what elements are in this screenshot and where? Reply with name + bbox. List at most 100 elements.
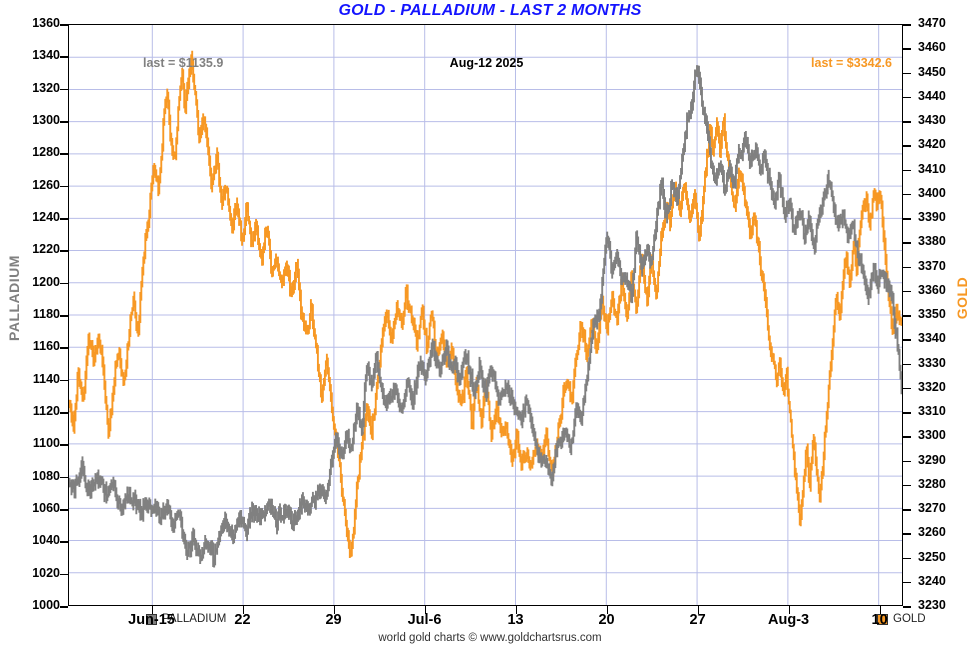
y-axis-right-tick-label: 3270 [918, 501, 946, 515]
y-axis-left-tick-label: 1220 [32, 242, 60, 257]
y-axis-right-tick-mark [903, 581, 911, 584]
y-axis-right-tick-mark [903, 242, 911, 244]
x-axis-tick-label: 22 [234, 612, 251, 628]
y-axis-label-right: GOLD [954, 276, 970, 320]
x-axis-tick-mark [424, 606, 427, 614]
y-axis-left-tick-mark [60, 24, 68, 26]
y-axis-left-tick-mark [60, 476, 68, 479]
y-axis-left-tick-label: 1320 [32, 80, 60, 95]
y-axis-right-tick-label: 3460 [918, 40, 946, 55]
y-axis-right-tick-label: 3330 [918, 355, 946, 370]
y-axis-right-tick-label: 3290 [918, 452, 946, 467]
y-axis-right-tick-label: 3340 [918, 331, 946, 346]
y-axis-right-tick-mark [903, 24, 911, 26]
y-axis-right-tick-label: 3350 [918, 307, 946, 321]
y-axis-right-tick-mark [903, 606, 911, 608]
y-axis-left-tick-label: 1140 [32, 371, 60, 386]
x-axis-tick-mark [606, 606, 609, 614]
y-axis-right-tick-mark [903, 509, 911, 511]
y-axis-left-tick-label: 1260 [32, 177, 60, 192]
x-axis-tick-mark [151, 606, 153, 614]
x-axis-tick-label: 10 [871, 612, 888, 628]
date-annotation: Aug-12 2025 [449, 56, 524, 70]
y-axis-left-tick-mark [60, 282, 68, 285]
y-axis-left-tick-label: 1200 [32, 274, 60, 289]
y-axis-right-tick-label: 3230 [918, 598, 946, 612]
y-axis-right-tick-mark [903, 484, 911, 487]
y-axis-left-tick-label: 1120 [32, 404, 60, 418]
legend-swatch-palladium [146, 613, 157, 625]
x-axis-tick-label: 13 [507, 612, 524, 628]
y-axis-left-tick-mark [60, 347, 68, 349]
y-axis-left-tick-label: 1060 [32, 501, 60, 515]
y-axis-right-tick-label: 3400 [918, 185, 946, 200]
y-axis-right-tick-mark [903, 193, 911, 196]
y-axis-right-tick-mark [903, 218, 911, 220]
y-axis-left-tick-label: 1180 [32, 307, 60, 321]
y-axis-left-tick-mark [60, 218, 68, 220]
legend-swatch-gold [877, 613, 888, 625]
x-axis-tick-label: Jun-15 [128, 612, 175, 628]
y-axis-left-tick-label: 1300 [32, 113, 60, 127]
y-axis-left-tick-mark [60, 315, 68, 317]
footer-attribution: world gold charts © www.goldchartsrus.co… [378, 632, 602, 644]
y-axis-right-tick-label: 3260 [918, 525, 946, 540]
x-axis-tick-label: 29 [325, 612, 342, 628]
y-axis-right-tick-label: 3250 [918, 549, 946, 564]
y-axis-right-tick-label: 3410 [918, 161, 946, 176]
y-axis-left-tick-label: 1280 [32, 145, 60, 160]
y-axis-right-tick-label: 3280 [918, 476, 946, 491]
legend-item-gold: GOLD [877, 613, 926, 625]
y-axis-left-tick-mark [60, 121, 68, 123]
grid-lines [69, 25, 902, 605]
y-axis-left-tick-mark [60, 573, 68, 576]
y-axis-left-tick-label: 1240 [32, 210, 60, 224]
y-axis-right-tick-label: 3440 [918, 88, 946, 103]
y-axis-right-tick-mark [903, 363, 911, 365]
y-axis-right-tick-mark [903, 460, 911, 462]
y-axis-left-tick-label: 1040 [32, 533, 60, 548]
y-axis-right-tick-mark [903, 145, 911, 147]
y-axis-left-tick-mark [60, 56, 68, 58]
y-axis-right-tick-label: 3240 [918, 573, 946, 588]
x-axis-tick-mark [333, 606, 336, 614]
y-axis-left-tick-mark [60, 541, 68, 543]
x-axis-tick-label: Aug-3 [768, 612, 810, 628]
y-axis-right-tick-mark [903, 412, 911, 414]
y-axis-left-tick-mark [60, 185, 68, 188]
y-axis-right-tick-label: 3420 [918, 137, 946, 152]
y-axis-right-tick-mark [903, 96, 911, 99]
y-axis-left-tick-label: 1340 [32, 48, 60, 63]
legend-item-palladium: PALLADIUM [146, 613, 226, 625]
y-axis-right-tick-label: 3470 [918, 16, 946, 30]
y-axis-left-tick-label: 1360 [32, 16, 60, 30]
y-axis-right-tick-label: 3320 [918, 379, 946, 394]
y-axis-left-tick-label: 1020 [32, 565, 60, 580]
y-axis-left-tick-label: 1000 [32, 598, 60, 612]
y-axis-right-tick-mark [903, 387, 911, 390]
y-axis-right-tick-label: 3370 [918, 258, 946, 273]
last-gold-annotation: last = $3342.6 [811, 56, 892, 70]
legend-label-gold: GOLD [893, 613, 926, 625]
y-axis-left-tick-mark [60, 444, 68, 446]
x-axis-tick-mark [242, 606, 244, 614]
page-title: GOLD - PALLADIUM - LAST 2 MONTHS [338, 2, 642, 19]
y-axis-left-tick-label: 1080 [32, 468, 60, 483]
y-axis-right-tick-label: 3450 [918, 64, 946, 79]
legend-label-palladium: PALLADIUM [162, 613, 227, 625]
y-axis-left-tick-mark [60, 412, 68, 414]
y-axis-right-tick-mark [903, 48, 911, 50]
x-axis-tick-label: Jul-6 [407, 612, 442, 628]
y-axis-left-tick-mark [60, 250, 68, 252]
x-axis-tick-mark [515, 606, 518, 614]
last-palladium-annotation: last = $1135.9 [143, 56, 224, 70]
x-axis-tick-label: 27 [689, 612, 706, 628]
y-axis-right-tick-mark [903, 315, 911, 317]
series-lines [69, 50, 902, 568]
y-axis-left-tick-label: 1160 [32, 339, 60, 354]
plot-area[interactable]: last = $1135.9 Aug-12 2025 last = $3342.… [68, 24, 926, 625]
x-axis-tick-label: 20 [598, 612, 615, 628]
y-axis-right-tick-mark [903, 121, 911, 123]
y-axis-left-tick-mark [60, 88, 68, 91]
